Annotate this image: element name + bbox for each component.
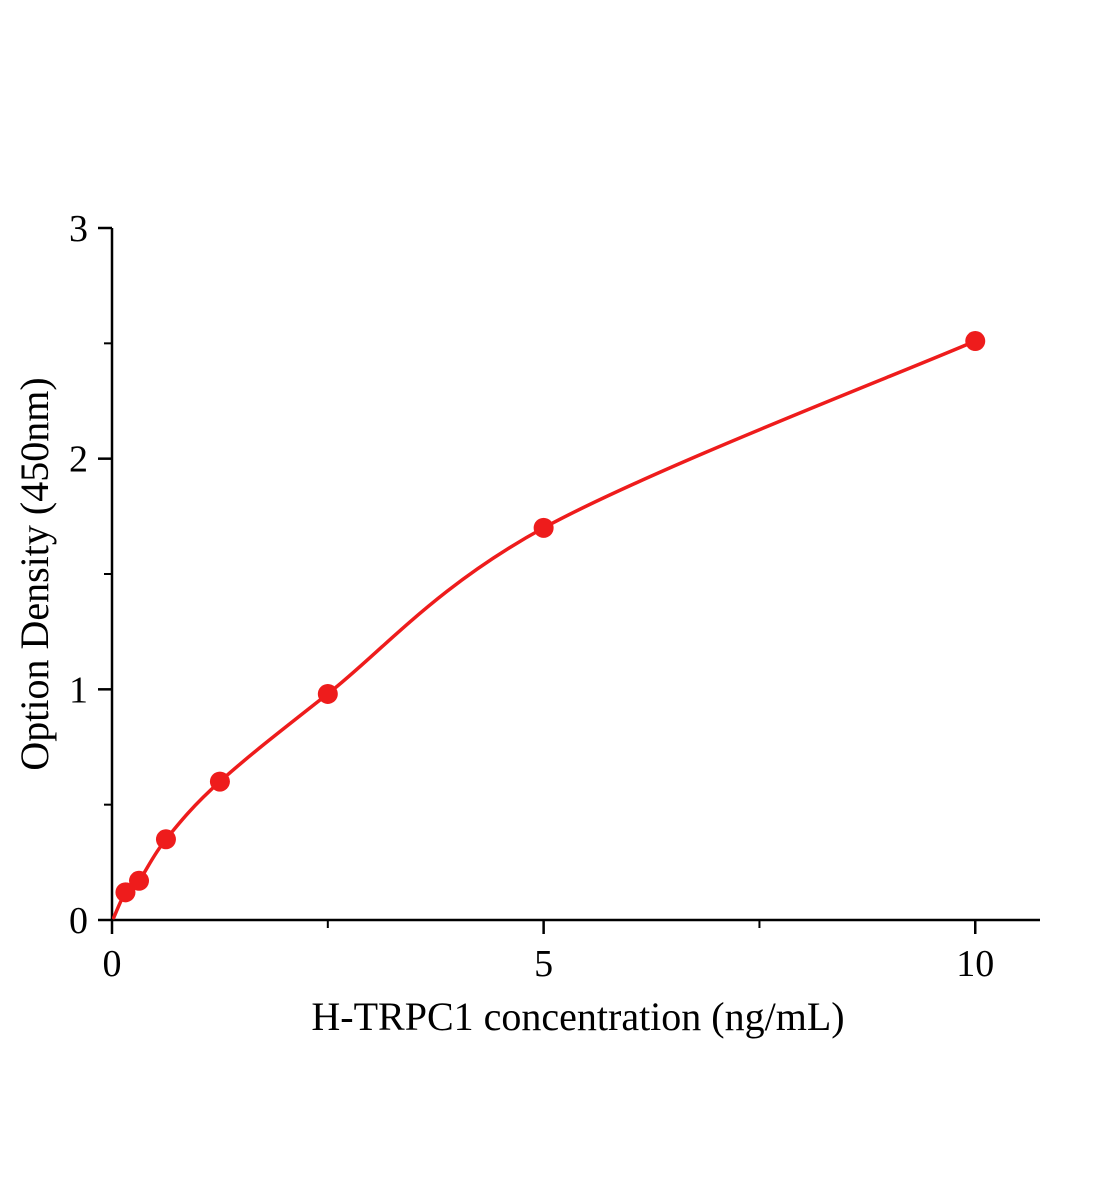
x-tick-label: 10 [956,943,994,985]
data-point-marker [115,882,136,903]
series-curve [111,331,986,920]
tick-labels: 0 5 10 0 1 2 3 [69,208,994,985]
data-point-marker [209,771,230,792]
x-tick-label: 0 [103,943,122,985]
x-axis-label: H-TRPC1 concentration (ng/mL) [311,994,844,1039]
y-axis-label: Option Density (450nm) [12,377,57,770]
data-point-marker [129,870,150,891]
x-tick-label: 5 [534,943,553,985]
y-tick-label: 0 [69,900,88,942]
fit-curve [111,339,978,920]
data-point-marker [155,829,176,850]
data-point-marker [965,331,986,352]
axes [98,226,1040,934]
y-tick-label: 2 [69,439,88,481]
data-point-marker [317,683,338,704]
y-tick-label: 1 [69,669,88,711]
y-tick-label: 3 [69,208,88,250]
data-point-marker [533,517,554,538]
